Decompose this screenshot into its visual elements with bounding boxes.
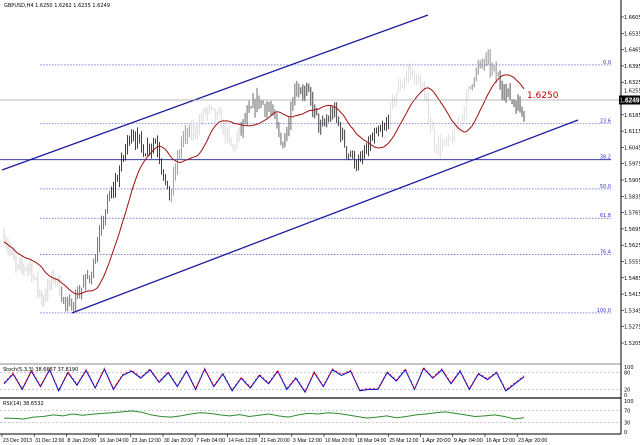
price-axis: 1.6605 1.6535 1.6465 1.6395 1.6325 1.6255 1.61… xyxy=(621,15,640,347)
price-tick-label: 1.6115 xyxy=(624,129,640,135)
time-tick-label: 23 Jan 12:00 xyxy=(132,438,161,444)
indicator-level-label: 70 xyxy=(624,408,630,414)
time-tick-label: 8 Jan 20:00 xyxy=(67,438,96,444)
rsi-panel: 100 70 30 0 xyxy=(0,399,634,436)
time-tick-label: 18 Mar 04:00 xyxy=(357,438,386,444)
fib-level-label: 38.2 xyxy=(600,155,611,161)
marker-price-label: 1.6250 xyxy=(527,91,559,101)
price-tick-label: 1.5485 xyxy=(624,276,640,282)
time-tick-label: 21 Feb 20:00 xyxy=(261,438,290,444)
stoch-label: Stoch(5,3,3) 38.6657 37.8190 xyxy=(3,367,78,373)
time-tick-label: 16 Apr 12:00 xyxy=(486,438,515,444)
indicator-level-label: 100 xyxy=(624,365,634,371)
price-tick-label: 1.6605 xyxy=(624,15,640,21)
time-tick-label: 3 Mar 12:00 xyxy=(293,438,322,444)
fib-level-label: 76.4 xyxy=(600,249,611,255)
price-tick-label: 1.5345 xyxy=(624,308,640,314)
time-tick-label: 25 Mar 12:00 xyxy=(389,438,418,444)
time-tick-label: 9 Apr 04:00 xyxy=(454,438,483,444)
fib-level-label: 0.0 xyxy=(603,60,611,66)
indicator-main-line xyxy=(3,410,525,420)
price-tick-label: 1.5835 xyxy=(624,194,640,200)
indicator-main-line xyxy=(3,367,525,394)
time-tick-label: 16 Jan 04:00 xyxy=(100,438,129,444)
moving-average-line xyxy=(3,74,525,295)
price-tick-label: 1.5205 xyxy=(624,341,640,347)
price-tick-label: 1.6535 xyxy=(624,31,640,37)
price-tick-label: 1.5625 xyxy=(624,243,640,249)
fib-level-label: 61.8 xyxy=(600,213,611,219)
time-tick-label: 1 Apr 20:00 xyxy=(422,438,451,444)
price-tick-label: 1.6185 xyxy=(624,113,640,119)
price-tick-label: 1.5695 xyxy=(624,227,640,233)
current-price-badge xyxy=(619,95,640,105)
rsi-label: RSI(14) 38.6532 xyxy=(3,401,44,407)
indicator-level-label: 0 xyxy=(624,430,627,436)
price-tick-label: 1.6255 xyxy=(624,89,640,95)
price-tick-label: 1.6325 xyxy=(624,80,640,86)
fib-level-label: 23.6 xyxy=(600,118,611,124)
fibonacci-levels[interactable]: 0.0 23.6 38.2 50.0 61.8 76.4 100.0 xyxy=(0,60,611,314)
price-tick-label: 1.6465 xyxy=(624,48,640,54)
indicator-level-label: 80 xyxy=(624,371,630,377)
time-tick-label: 10 Mar 20:00 xyxy=(325,438,354,444)
price-tick-label: 1.6045 xyxy=(624,145,640,151)
indicator-level-label: 20 xyxy=(624,387,630,393)
price-tick-label: 1.5975 xyxy=(624,162,640,168)
price-tick-label: 1.5765 xyxy=(624,211,640,217)
time-tick-label: 31 Dec 12:00 xyxy=(35,438,64,444)
trend-channel[interactable] xyxy=(1,14,579,314)
price-tick-label: 1.5275 xyxy=(624,325,640,331)
time-axis: 23 Dec 2013 31 Dec 12:00 8 Jan 20:00 16 Jan… xyxy=(1,434,547,444)
time-tick-label: 30 Jan 20:00 xyxy=(164,438,193,444)
indicator-level-label: 0 xyxy=(624,393,627,399)
fib-level-label: 100.0 xyxy=(597,308,611,314)
time-tick-label: 14 Feb 12:00 xyxy=(228,438,257,444)
moving-average xyxy=(3,74,525,295)
indicator-level-label: 100 xyxy=(624,399,634,405)
indicator-level-label: 30 xyxy=(624,421,630,427)
indicator-signal-line xyxy=(3,366,525,392)
current-price-value: 1.6249 xyxy=(620,98,640,105)
price-tick-label: 1.5905 xyxy=(624,178,640,184)
candles xyxy=(3,49,525,313)
channel-lower-line xyxy=(71,119,579,314)
time-tick-label: 23 Dec 2013 xyxy=(3,438,32,444)
time-tick-label: 23 Apr 20:00 xyxy=(518,438,547,444)
chart-title: GBPUSD,H4 1.6250 1.6262 1.6235 1.6249 xyxy=(4,3,110,9)
price-tick-label: 1.5415 xyxy=(624,292,640,298)
fib-level-label: 50.0 xyxy=(600,184,611,190)
channel-upper-line xyxy=(1,14,429,171)
time-tick-label: 7 Feb 04:00 xyxy=(196,438,225,444)
price-tick-label: 1.6395 xyxy=(624,64,640,70)
price-tick-label: 1.5555 xyxy=(624,260,640,266)
